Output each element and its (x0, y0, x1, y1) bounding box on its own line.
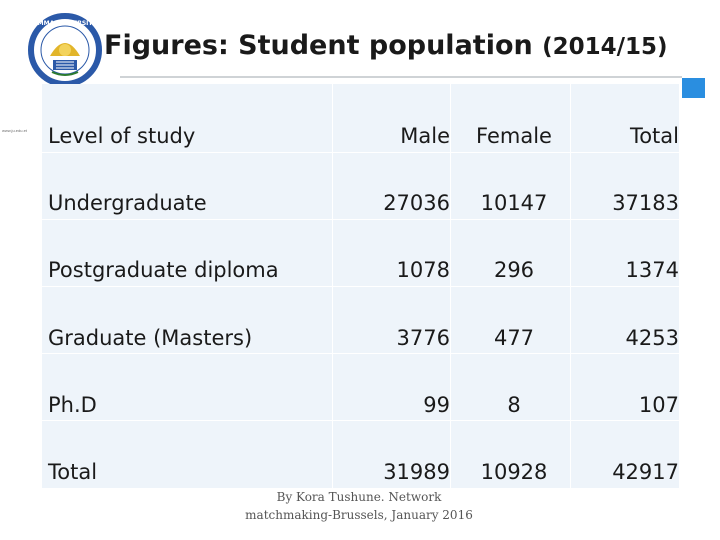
cell-total: 37183 (612, 190, 679, 215)
logo-text: JIMMA UNIVERSITY (32, 20, 97, 27)
table-row-total: Total 31989 10928 42917 (42, 438, 679, 505)
cell-female: 10147 (480, 190, 548, 215)
table-row: Ph.D 99 8 107 (42, 371, 679, 438)
cell-total: 42917 (612, 460, 679, 485)
header-female: Female (476, 123, 552, 148)
cell-level: Ph.D (48, 392, 97, 417)
grid-line (42, 353, 679, 354)
cell-total: 4253 (625, 325, 679, 350)
cell-level: Total (48, 460, 98, 485)
cell-level: Postgraduate diploma (48, 258, 279, 283)
grid-line (42, 420, 679, 421)
cell-male: 99 (423, 392, 450, 417)
population-table: Level of study Male Female Total Undergr… (42, 102, 679, 506)
cell-female: 296 (493, 258, 535, 283)
cell-female: 477 (493, 325, 535, 350)
cell-total: 1374 (625, 258, 679, 283)
cell-male: 31989 (383, 460, 450, 485)
table-row: Undergraduate 27036 10147 37183 (42, 169, 679, 236)
cell-female: 8 (507, 392, 521, 417)
header-total: Total (629, 123, 679, 148)
grid-line (42, 152, 679, 153)
cell-total: 107 (638, 392, 679, 417)
table-row: Graduate (Masters) 3776 477 4253 (42, 304, 679, 371)
header-level: Level of study (48, 123, 196, 148)
cell-male: 1078 (396, 258, 450, 283)
accent-block (682, 78, 705, 98)
cell-male: 27036 (383, 190, 450, 215)
title-main: Figures: Student population (104, 30, 543, 61)
cell-level: Undergraduate (48, 190, 207, 215)
slide-title: Figures: Student population (2014/15) (104, 30, 668, 61)
title-underline (120, 76, 682, 78)
title-year: (2014/15) (542, 34, 668, 60)
university-logo: JIMMA UNIVERSITY (22, 12, 108, 90)
grid-line (42, 286, 679, 287)
grid-line (42, 219, 679, 220)
table-header-row: Level of study Male Female Total (42, 102, 679, 169)
cell-male: 3776 (396, 325, 450, 350)
slide-footer: By Kora Tushune. Network matchmaking-Bru… (245, 490, 473, 522)
cell-level: Graduate (Masters) (48, 325, 253, 350)
logo-caption: www.ju.edu.et (2, 128, 27, 133)
header-male: Male (400, 123, 450, 148)
table-row: Postgraduate diploma 1078 296 1374 (42, 237, 679, 304)
cell-female: 10928 (480, 460, 548, 485)
